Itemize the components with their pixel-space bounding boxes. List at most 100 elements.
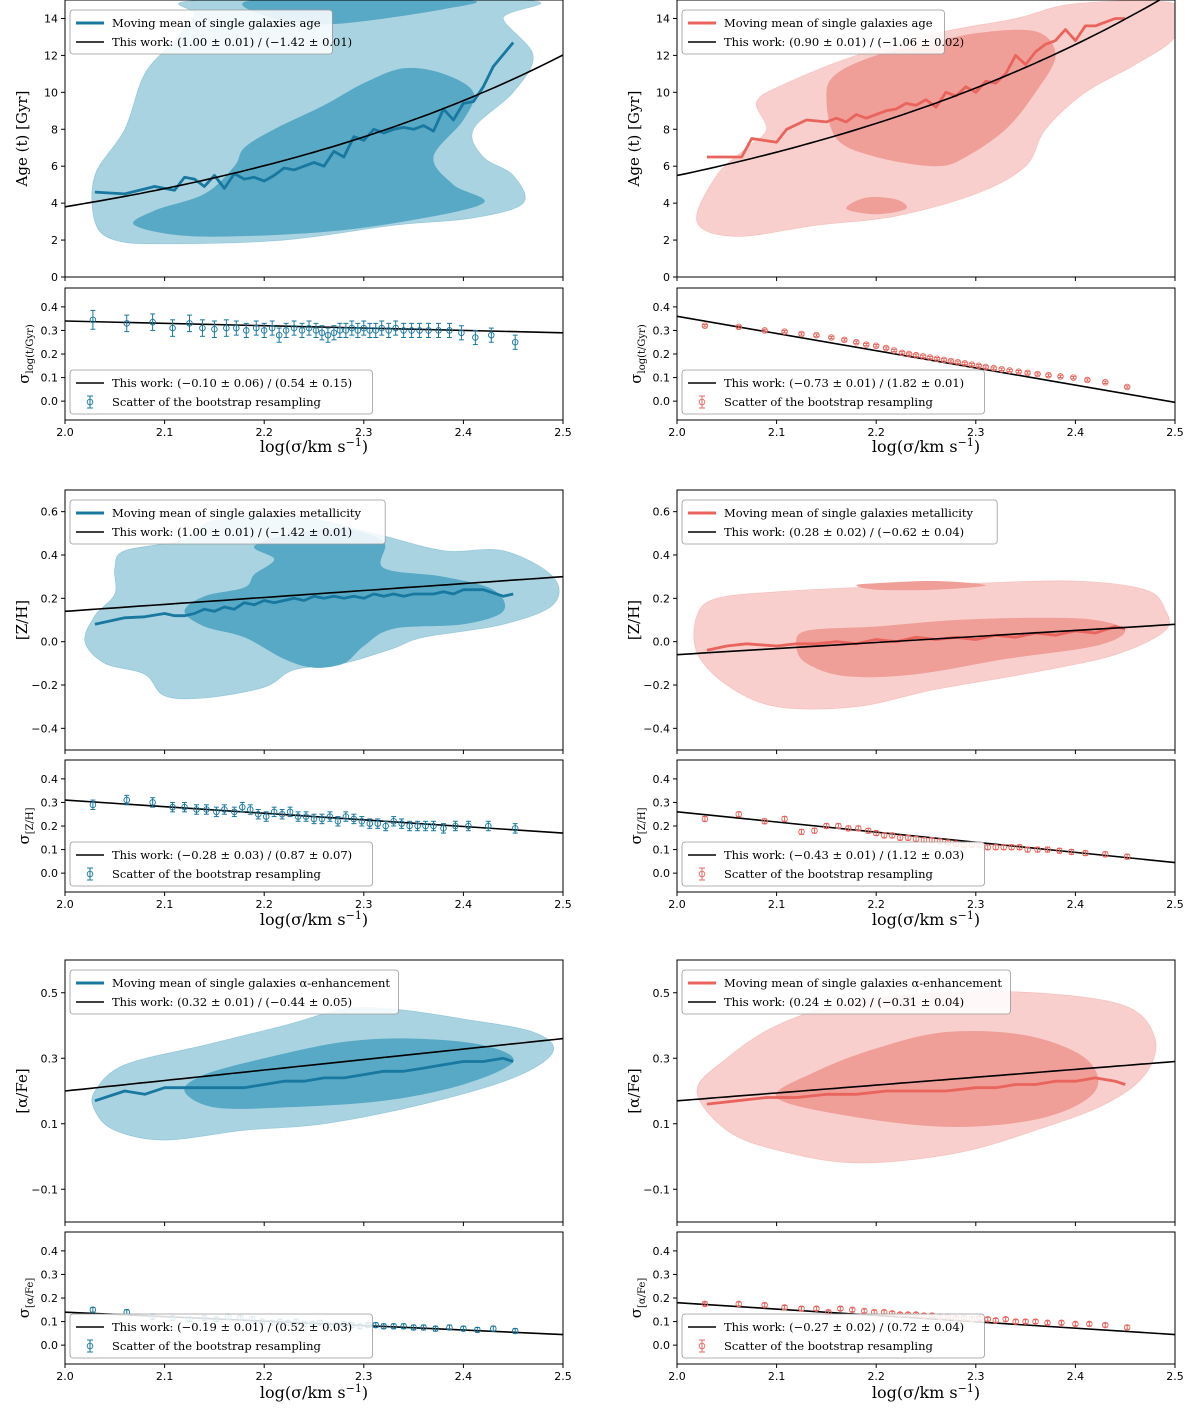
bootstrap-point: [1015, 368, 1022, 375]
x-tick-label: 2.3: [967, 898, 985, 911]
svg-text:[α/Fe]: [α/Fe]: [625, 1068, 643, 1113]
bootstrap-point: [243, 322, 250, 338]
bootstrap-point: [975, 362, 983, 370]
x-tick-label: 2.4: [1067, 1370, 1085, 1383]
bootstrap-point: [853, 338, 860, 346]
y-tick-label: 0.5: [653, 987, 671, 1000]
bootstrap-point: [446, 322, 453, 338]
bootstrap-point: [334, 816, 342, 827]
x-tick-label: 2.5: [554, 426, 572, 439]
x-tick-label: 2.3: [355, 426, 373, 439]
bootstrap-point: [149, 313, 156, 331]
bootstrap-point: [336, 322, 344, 338]
svg-text:σ[α/Fe]: σ[α/Fe]: [627, 1278, 648, 1319]
y-tick-label: 0.6: [41, 506, 59, 519]
legend-fit-label: This work: (−0.10 ± 0.06) / (0.54 ± 0.15…: [112, 376, 352, 390]
bootstrap-point: [1102, 1321, 1109, 1329]
legend-box: [69, 1313, 373, 1359]
y-tick-label: 14: [44, 12, 58, 25]
bootstrap-point: [318, 813, 326, 825]
x-tick-label: 2.1: [768, 426, 786, 439]
y-tick-label: 0.4: [653, 773, 671, 786]
bootstrap-point: [372, 1321, 380, 1329]
x-axis-label: log(σ/km s−1): [260, 909, 368, 929]
x-tick-label: 2.1: [768, 1370, 786, 1383]
bootstrap-point: [813, 331, 820, 339]
legend-mean-label: Moving mean of single galaxies α-enhance…: [724, 976, 1002, 990]
x-tick-label: 2.5: [1166, 898, 1184, 911]
x-tick-label: 2.0: [56, 898, 74, 911]
y-tick-label: 0.2: [41, 592, 59, 605]
y-tick-label: 0: [663, 271, 670, 284]
svg-text:[α/Fe]: [α/Fe]: [13, 1068, 31, 1113]
y-tick-label: 0.3: [653, 1052, 671, 1065]
bootstrap-point: [1016, 843, 1023, 851]
y-tick-label: 0.4: [41, 301, 59, 314]
bootstrap-point: [992, 1317, 999, 1324]
bootstrap-point: [310, 813, 318, 825]
x-tick-label: 2.0: [668, 426, 686, 439]
legend-fit-label: This work: (0.90 ± 0.01) / (−1.06 ± 0.02…: [724, 35, 964, 49]
panel-zh-red: −0.4 −0.2 0.0 0.2 0.4 0.6 [Z/H] Moving mean of …: [625, 489, 1176, 754]
bootstrap-point: [425, 322, 432, 338]
y-tick-label: 0.2: [41, 820, 59, 833]
moving-mean-line: [94, 588, 514, 626]
bootstrap-point: [798, 1305, 805, 1312]
axes-frame: [676, 0, 1176, 278]
y-axis-label: Age (t) [Gyr]: [625, 91, 643, 188]
bootstrap-point: [835, 822, 842, 830]
fit-line: [65, 320, 563, 334]
bootstrap-point: [1102, 851, 1109, 858]
x-tick-label: 2.1: [156, 898, 174, 911]
bootstrap-point: [701, 1300, 709, 1308]
y-tick-label: −0.1: [643, 1183, 670, 1196]
legend-mean-label: Moving mean of single galaxies metallici…: [112, 506, 361, 520]
x-tick-label: 2.2: [255, 898, 273, 911]
fit-line: [677, 1060, 1175, 1102]
y-axis-label: σ[α/Fe]: [627, 1278, 648, 1319]
y-axis-label: σ[Z/H]: [15, 807, 36, 844]
bootstrap-point: [326, 811, 334, 822]
y-tick-label: 0.2: [653, 592, 671, 605]
bootstrap-point: [366, 322, 374, 338]
x-axis-label: log(σ/km s−1): [872, 909, 980, 929]
y-tick-label: 14: [656, 12, 670, 25]
bootstrap-point: [898, 349, 906, 357]
bootstrap-point: [701, 322, 709, 329]
bootstrap-point: [366, 818, 374, 829]
moving-mean-line: [706, 625, 1126, 652]
bootstrap-point: [1084, 376, 1091, 384]
bootstrap-point: [472, 329, 479, 346]
bootstrap-point: [1045, 371, 1052, 379]
bootstrap-point: [435, 322, 442, 338]
bootstrap-point: [735, 323, 743, 331]
bootstrap-point: [324, 327, 332, 343]
y-tick-label: 8: [663, 123, 670, 136]
bootstrap-point: [275, 327, 283, 343]
bootstrap-point: [286, 806, 294, 818]
x-tick-label: 2.3: [355, 1370, 373, 1383]
y-tick-label: 0.3: [653, 796, 671, 809]
axes-frame: [64, 489, 564, 751]
bootstrap-point: [954, 359, 962, 366]
bootstrap-point: [330, 325, 338, 341]
bootstrap-point: [354, 322, 362, 338]
x-tick-label: 2.3: [967, 1370, 985, 1383]
y-tick-label: −0.1: [31, 1183, 58, 1196]
bootstrap-point: [385, 322, 392, 338]
bootstrap-point: [380, 1323, 387, 1330]
bootstrap-point: [485, 820, 492, 832]
y-tick-label: 0: [51, 271, 58, 284]
legend-fit-label: This work: (−0.73 ± 0.01) / (1.82 ± 0.01…: [724, 376, 964, 390]
x-tick-label: 2.1: [768, 898, 786, 911]
bootstrap-point: [1057, 373, 1064, 380]
bootstrap-point: [904, 834, 912, 842]
bootstrap-point: [430, 820, 437, 832]
bootstrap-point: [298, 322, 306, 338]
legend-mean-label: Moving mean of single galaxies age: [112, 16, 321, 30]
y-tick-label: 0.4: [653, 301, 671, 314]
legend-bootstrap-label: Scatter of the bootstrap resampling: [112, 395, 322, 409]
svg-text:[Z/H]: [Z/H]: [13, 600, 31, 640]
bootstrap-point: [761, 327, 768, 334]
bootstrap-point: [882, 344, 890, 352]
